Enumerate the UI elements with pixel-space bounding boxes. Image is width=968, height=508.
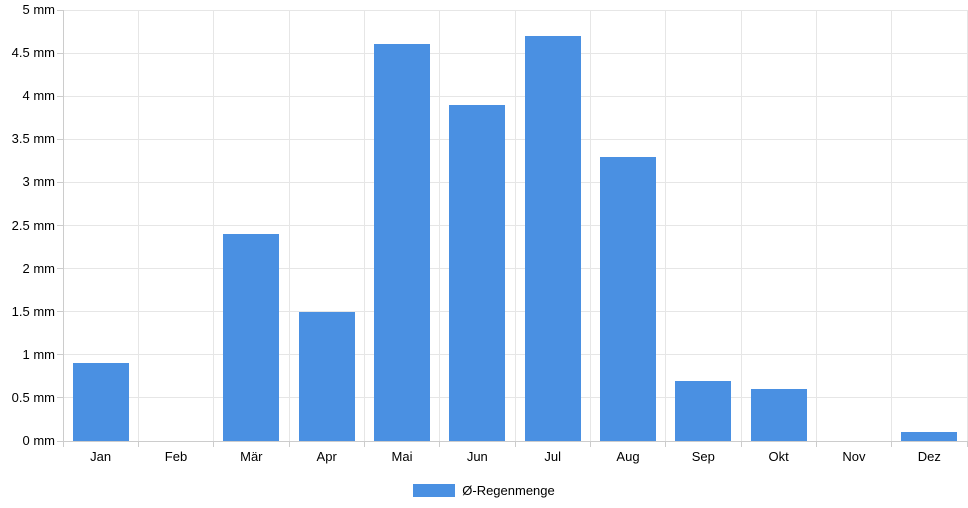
x-gridline — [740, 10, 742, 441]
y-axis-tick — [57, 138, 63, 140]
y-axis-tick-label: 3.5 mm — [11, 131, 55, 147]
bar-aug[interactable] — [600, 156, 656, 441]
x-axis-tick — [514, 441, 516, 447]
bar-jan[interactable] — [72, 363, 129, 441]
x-gridline — [137, 10, 139, 441]
x-axis-tick — [213, 441, 215, 447]
y-axis-tick-label: 4.5 mm — [11, 45, 55, 61]
bar-sep[interactable] — [675, 380, 732, 441]
bar-okt[interactable] — [750, 389, 807, 441]
legend-label: Ø-Regenmenge — [462, 482, 555, 498]
x-axis-label-mai: Mai — [391, 449, 413, 464]
x-axis-label-feb: Feb — [164, 449, 188, 464]
x-axis-label-aug: Aug — [616, 449, 640, 464]
x-axis-tick — [891, 441, 893, 447]
bar-dez[interactable] — [901, 432, 958, 441]
bar-jun[interactable] — [449, 104, 506, 441]
x-axis-label-sep: Sep — [691, 449, 715, 464]
y-axis-tick — [57, 9, 63, 11]
bar-mai[interactable] — [374, 44, 430, 441]
y-axis-tick — [57, 440, 63, 442]
bar-mär[interactable] — [223, 234, 280, 441]
bar-jul[interactable] — [524, 35, 581, 441]
x-gridline — [363, 10, 365, 441]
y-axis-tick-label: 3 mm — [22, 174, 56, 190]
x-gridline — [589, 10, 591, 441]
x-axis-label-apr: Apr — [316, 449, 337, 464]
y-axis-tick — [57, 225, 63, 226]
x-axis-label-jun: Jun — [466, 449, 488, 464]
x-axis-tick — [815, 441, 817, 447]
legend[interactable]: Ø-Regenmenge — [0, 481, 968, 499]
x-axis-tick — [589, 441, 591, 447]
y-axis-tick-label: 1.5 mm — [11, 303, 55, 319]
x-axis-label-nov: Nov — [842, 449, 866, 464]
y-axis-tick — [57, 95, 63, 97]
x-axis-tick — [665, 441, 667, 447]
x-gridline — [439, 10, 441, 441]
y-axis-tick-label: 2.5 mm — [11, 217, 55, 233]
y-axis-tick — [57, 52, 63, 54]
x-axis-tick — [137, 441, 139, 447]
y-axis-tick — [57, 354, 63, 356]
bar-apr[interactable] — [298, 311, 355, 441]
y-axis-tick — [57, 268, 63, 270]
y-axis-tick — [57, 181, 63, 183]
x-gridline — [288, 10, 290, 441]
y-axis-tick-label: 4 mm — [22, 88, 56, 104]
x-axis-tick — [966, 441, 968, 447]
x-axis-label-jan: Jan — [90, 449, 112, 464]
x-axis-tick — [62, 441, 64, 447]
x-axis-tick — [288, 441, 290, 447]
x-axis-tick — [439, 441, 441, 447]
x-gridline — [213, 10, 215, 441]
x-gridline — [891, 10, 893, 441]
x-axis-tick — [363, 441, 365, 447]
y-axis-tick — [57, 397, 63, 399]
y-axis-tick-label: 5 mm — [22, 2, 56, 17]
x-gridline — [966, 10, 968, 441]
x-axis-label-jul: Jul — [544, 449, 561, 464]
x-axis-label-dez: Dez — [917, 449, 941, 464]
y-axis-line — [63, 10, 64, 442]
x-axis-tick — [740, 441, 742, 447]
x-axis-label-okt: Okt — [768, 449, 789, 464]
x-gridline — [514, 10, 516, 441]
y-axis-tick-label: 0 mm — [22, 433, 56, 448]
y-axis-tick — [57, 311, 63, 313]
x-gridline — [665, 10, 667, 441]
x-axis-label-mär: Mär — [240, 449, 263, 464]
y-axis-tick-label: 2 mm — [22, 260, 56, 276]
legend-swatch — [413, 483, 456, 497]
y-axis-tick-label: 1 mm — [22, 346, 56, 362]
y-axis-tick-label: 0.5 mm — [11, 389, 55, 405]
x-gridline — [815, 10, 817, 441]
